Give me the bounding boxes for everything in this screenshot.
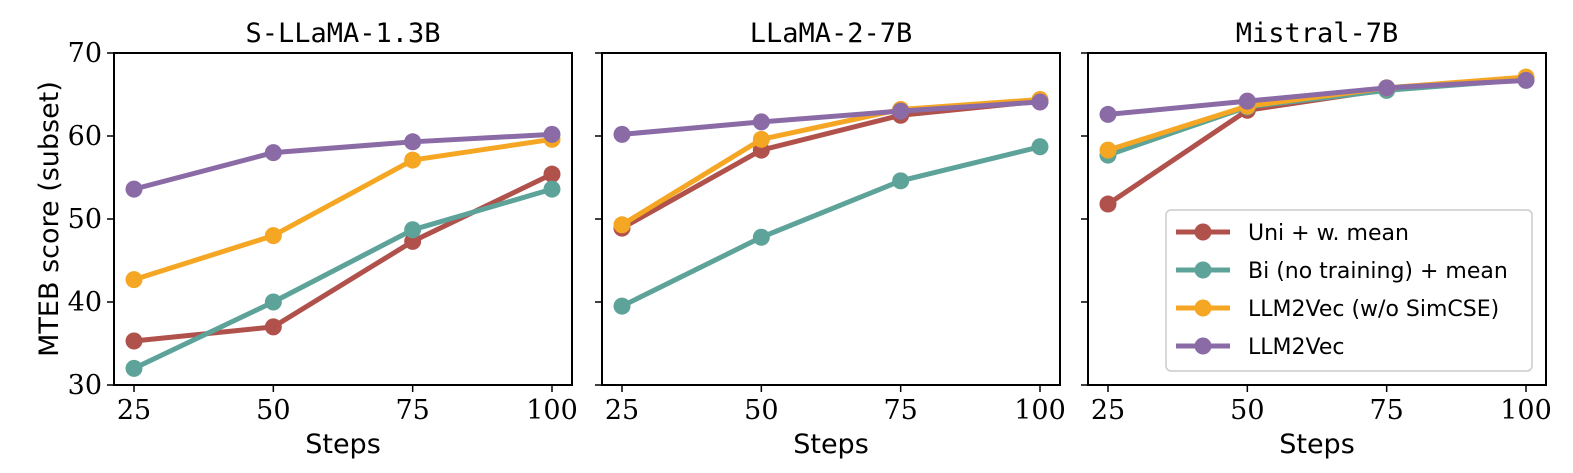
- data-point: [1378, 79, 1396, 97]
- data-point: [1031, 93, 1049, 111]
- series-line: [621, 99, 1041, 137]
- plot-frame: [601, 52, 1061, 386]
- chart-panel-2: LLaMA-2-7B 25 50 75 100 Steps: [595, 18, 1066, 460]
- series-line: [1107, 77, 1527, 158]
- x-tick-label: 75: [1369, 395, 1403, 426]
- legend-box: [1165, 209, 1533, 372]
- data-point: [543, 165, 561, 183]
- y-tick-label: 50: [68, 204, 102, 235]
- legend-swatch-marker: [1194, 223, 1212, 241]
- data-point: [752, 130, 770, 148]
- chart-title: LLaMA-2-7B: [750, 18, 913, 49]
- chart-title: S-LLaMA-1.3B: [245, 18, 440, 49]
- plot-frame: [113, 52, 573, 386]
- data-point: [613, 216, 631, 234]
- legend-item-uni-w-mean: Uni + w. mean: [1176, 221, 1409, 246]
- data-point: [264, 227, 282, 245]
- legend-swatch-marker: [1194, 261, 1212, 279]
- x-tick-label: 25: [1091, 395, 1125, 426]
- legend-swatch-marker: [1194, 299, 1212, 317]
- data-point: [1517, 71, 1535, 89]
- data-point: [752, 228, 770, 246]
- series-uni-w-mean: [125, 165, 561, 350]
- data-point: [125, 271, 143, 289]
- chart-title: Mistral-7B: [1236, 18, 1399, 49]
- series-line: [132, 186, 553, 371]
- legend-item-llm2vec: LLM2Vec: [1176, 335, 1344, 360]
- series-line: [133, 131, 553, 192]
- series-line: [1107, 77, 1527, 117]
- data-point: [404, 221, 422, 239]
- x-tick-label: 50: [1230, 395, 1264, 426]
- x-tick-label: 100: [526, 395, 578, 426]
- x-tick-label: 25: [605, 395, 639, 426]
- chart-panel-1: S-LLaMA-1.3B 25 50 75 100 30 40 50 60 70 Steps MTEB…: [34, 18, 578, 460]
- y-tick-label: 40: [68, 287, 102, 318]
- data-point: [892, 102, 910, 120]
- data-point: [543, 125, 561, 143]
- x-tick-label: 75: [395, 395, 429, 426]
- x-tick-label: 100: [1014, 395, 1066, 426]
- data-point: [613, 297, 631, 315]
- x-tick-label: 50: [744, 395, 778, 426]
- legend-label: LLM2Vec (w/o SimCSE): [1248, 297, 1499, 322]
- y-tick-label: 60: [68, 121, 102, 152]
- x-tick-label: 75: [883, 395, 917, 426]
- legend-swatch-marker: [1194, 337, 1212, 355]
- series-bi-no-training-mean: [613, 138, 1049, 315]
- data-point: [404, 151, 422, 169]
- data-point: [1099, 105, 1117, 123]
- data-point: [125, 332, 143, 350]
- plot-frame: [1087, 52, 1547, 386]
- chart-panel-3: Mistral-7B 25 50 75 100 Steps Uni + w. mean Bi …: [1081, 18, 1552, 460]
- data-point: [752, 113, 770, 131]
- legend-label: LLM2Vec: [1248, 335, 1344, 360]
- legend-item-llm2vec-w-o-simcse: LLM2Vec (w/o SimCSE): [1176, 297, 1499, 322]
- legend-label: Uni + w. mean: [1248, 221, 1409, 246]
- series-llm2vec: [125, 125, 561, 198]
- x-tick-label: 50: [256, 395, 290, 426]
- data-point: [125, 359, 143, 377]
- data-point: [264, 293, 282, 311]
- series-bi-no-training-mean: [125, 180, 561, 377]
- x-tick-label: 25: [117, 395, 151, 426]
- y-tick-label: 30: [68, 370, 102, 401]
- data-point: [892, 172, 910, 190]
- data-point: [1099, 141, 1117, 159]
- y-axis-label: MTEB score (subset): [34, 81, 65, 357]
- series-line: [1107, 74, 1527, 153]
- series-llm2vec: [613, 93, 1049, 143]
- x-axis-label: Steps: [793, 429, 869, 460]
- data-point: [264, 318, 282, 336]
- legend: Uni + w. mean Bi (no training) + mean LLM2…: [1165, 209, 1533, 372]
- legend-label: Bi (no training) + mean: [1248, 259, 1508, 284]
- x-tick-label: 100: [1500, 395, 1552, 426]
- data-point: [125, 180, 143, 198]
- x-axis-label: Steps: [305, 429, 381, 460]
- data-point: [404, 133, 422, 151]
- series-line: [133, 136, 553, 282]
- data-point: [264, 144, 282, 162]
- series-line: [620, 144, 1041, 309]
- data-point: [1238, 92, 1256, 110]
- data-point: [1031, 138, 1049, 156]
- x-axis-label: Steps: [1279, 429, 1355, 460]
- legend-item-bi-no-training-mean: Bi (no training) + mean: [1176, 259, 1508, 284]
- series-llm2vec: [1099, 71, 1535, 123]
- data-point: [613, 125, 631, 143]
- data-point: [1099, 195, 1117, 213]
- y-tick-label: 70: [68, 38, 102, 69]
- data-point: [404, 232, 422, 250]
- data-point: [543, 180, 561, 198]
